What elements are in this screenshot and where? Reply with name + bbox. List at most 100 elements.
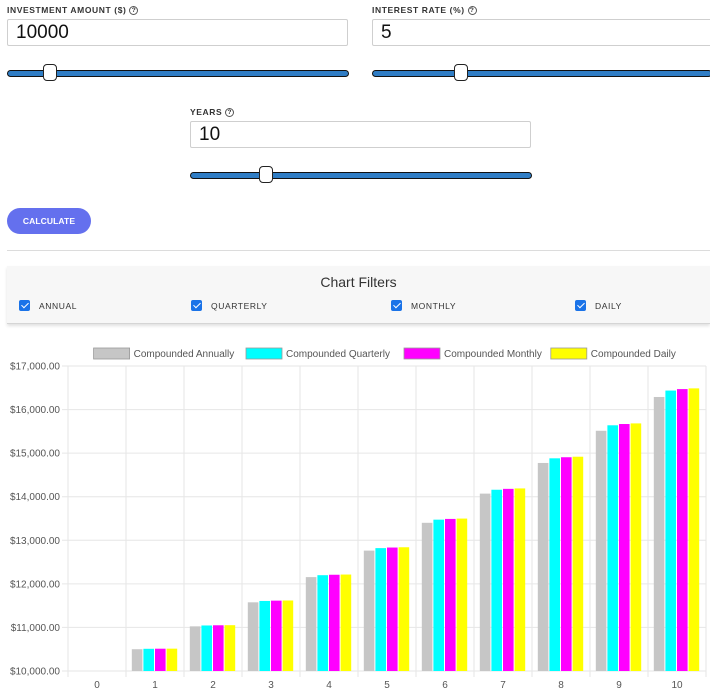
x-tick-label: 9 xyxy=(616,680,622,691)
investment-amount-input[interactable]: 10000 xyxy=(7,19,348,46)
legend-label: Compounded Annually xyxy=(134,349,235,360)
bar xyxy=(201,625,212,671)
bar xyxy=(456,518,468,671)
years-label-row: YEARS ? xyxy=(190,107,235,117)
bar xyxy=(595,430,607,671)
bar xyxy=(665,390,676,671)
years-slider[interactable] xyxy=(190,166,532,183)
bar xyxy=(387,547,398,671)
checkbox-checked-icon[interactable] xyxy=(19,300,30,311)
years-label: YEARS xyxy=(190,107,223,117)
bar xyxy=(363,550,375,671)
interest-rate-label: INTEREST RATE (%) xyxy=(372,5,465,15)
legend-label: Compounded Quarterly xyxy=(286,349,390,360)
bar xyxy=(479,493,491,671)
y-tick-label: $14,000.00 xyxy=(10,492,60,503)
y-tick-label: $11,000.00 xyxy=(11,623,61,634)
checkbox-checked-icon[interactable] xyxy=(575,300,586,311)
y-tick-label: $17,000.00 xyxy=(10,362,60,373)
bar xyxy=(572,456,584,671)
y-tick-label: $10,000.00 xyxy=(10,667,60,678)
bar xyxy=(375,548,386,671)
bar xyxy=(317,575,328,671)
calculate-button[interactable]: CALCULATE xyxy=(7,208,91,234)
bar xyxy=(340,574,352,671)
bar xyxy=(213,625,224,671)
bar xyxy=(677,389,688,671)
chart-filters-panel: Chart Filters ANNUAL QUARTERLY MONTHLY D… xyxy=(7,266,710,324)
bar xyxy=(503,488,514,671)
filter-annual-label: ANNUAL xyxy=(39,300,78,311)
bar xyxy=(421,522,433,671)
legend-swatch xyxy=(403,347,441,360)
x-tick-label: 0 xyxy=(94,680,100,691)
bar xyxy=(445,518,456,671)
bar xyxy=(131,649,143,671)
x-tick-label: 5 xyxy=(384,680,390,691)
bar xyxy=(653,396,665,671)
x-tick-label: 8 xyxy=(558,680,564,691)
legend-swatch xyxy=(93,347,130,360)
bar xyxy=(189,626,201,671)
bar xyxy=(155,648,166,671)
chart-filters-title: Chart Filters xyxy=(320,274,397,290)
filter-daily[interactable]: DAILY xyxy=(575,300,622,311)
bar xyxy=(329,574,340,671)
compound-interest-chart: $10,000.00 $11,000.00 $12,000.00 $13,000.00… xyxy=(10,347,707,691)
bar xyxy=(224,625,236,671)
filter-annual[interactable]: ANNUAL xyxy=(19,300,77,311)
bar xyxy=(607,425,618,671)
x-tick-label: 1 xyxy=(152,680,158,691)
filter-quarterly-label: QUARTERLY xyxy=(211,300,268,311)
bar xyxy=(561,457,572,671)
bar xyxy=(630,423,642,671)
bar xyxy=(433,519,444,671)
bar xyxy=(398,547,410,671)
divider xyxy=(7,250,710,251)
legend-label: Compounded Monthly xyxy=(444,349,542,360)
y-tick-label: $12,000.00 xyxy=(10,579,60,590)
y-tick-label: $13,000.00 xyxy=(10,536,60,547)
question-mark-icon[interactable]: ? xyxy=(467,5,477,15)
bar xyxy=(619,424,630,671)
x-tick-label: 7 xyxy=(500,680,506,691)
question-mark-icon[interactable]: ? xyxy=(129,5,139,15)
investment-label-row: INVESTMENT AMOUNT ($) ? xyxy=(7,5,139,15)
x-tick-label: 4 xyxy=(326,680,332,691)
filter-daily-label: DAILY xyxy=(595,300,622,311)
investment-amount-slider[interactable] xyxy=(7,64,349,81)
filter-monthly-label: MONTHLY xyxy=(411,300,457,311)
question-mark-icon[interactable]: ? xyxy=(225,107,235,117)
checkbox-checked-icon[interactable] xyxy=(391,300,402,311)
years-slider-track[interactable] xyxy=(190,172,532,179)
bar xyxy=(271,600,282,671)
bar xyxy=(514,488,526,671)
checkbox-checked-icon[interactable] xyxy=(191,300,202,311)
interest-rate-input[interactable]: 5 xyxy=(372,19,710,46)
x-tick-label: 6 xyxy=(442,680,448,691)
bar xyxy=(549,458,560,671)
filter-quarterly[interactable]: QUARTERLY xyxy=(191,300,268,311)
y-tick-label: $15,000.00 xyxy=(10,449,60,460)
rate-slider-thumb[interactable] xyxy=(453,64,468,81)
years-input[interactable]: 10 xyxy=(190,121,531,148)
x-tick-label: 10 xyxy=(671,680,683,691)
bar xyxy=(305,577,317,671)
rate-label-row: INTEREST RATE (%) ? xyxy=(372,5,477,15)
bar xyxy=(688,388,700,671)
years-slider-thumb[interactable] xyxy=(258,166,273,183)
bar xyxy=(259,600,270,671)
legend-swatch xyxy=(245,347,283,360)
bar xyxy=(166,648,178,671)
filter-monthly[interactable]: MONTHLY xyxy=(391,300,456,311)
rate-slider-track[interactable] xyxy=(372,70,710,77)
legend-swatch xyxy=(550,347,588,360)
legend-label: Compounded Daily xyxy=(591,349,676,360)
interest-rate-slider[interactable] xyxy=(372,64,710,81)
bar xyxy=(282,600,294,671)
bar xyxy=(537,462,549,671)
x-tick-label: 2 xyxy=(210,680,216,691)
investment-slider-thumb[interactable] xyxy=(43,64,58,81)
investment-slider-track[interactable] xyxy=(7,70,349,77)
bar xyxy=(247,602,259,671)
